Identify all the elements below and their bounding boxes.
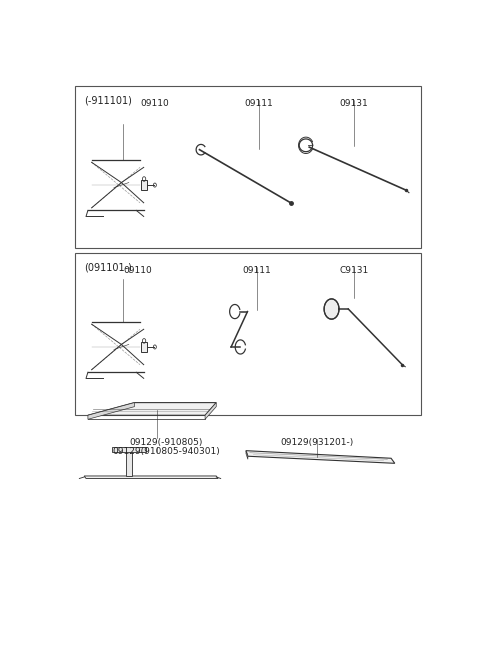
Polygon shape	[88, 403, 134, 419]
Circle shape	[324, 299, 339, 319]
Polygon shape	[205, 403, 216, 419]
Text: 09110: 09110	[124, 266, 153, 275]
Bar	[141, 180, 147, 190]
Polygon shape	[246, 451, 395, 463]
Text: 09129(-910805): 09129(-910805)	[129, 438, 203, 447]
Polygon shape	[112, 447, 145, 451]
Polygon shape	[126, 448, 132, 476]
Text: 09110: 09110	[141, 99, 169, 108]
Polygon shape	[88, 403, 216, 415]
Text: 09131: 09131	[339, 99, 368, 108]
Polygon shape	[246, 451, 248, 459]
Text: 09111: 09111	[243, 266, 272, 275]
Text: C9131: C9131	[339, 266, 369, 275]
Text: (-911101): (-911101)	[84, 95, 132, 106]
Polygon shape	[84, 476, 218, 478]
Text: (091101-): (091101-)	[84, 263, 132, 273]
Text: 09129(931201-): 09129(931201-)	[280, 438, 353, 447]
Text: 09111: 09111	[245, 99, 274, 108]
Text: 09129(910805-940301): 09129(910805-940301)	[112, 447, 220, 456]
Bar	[141, 342, 147, 352]
